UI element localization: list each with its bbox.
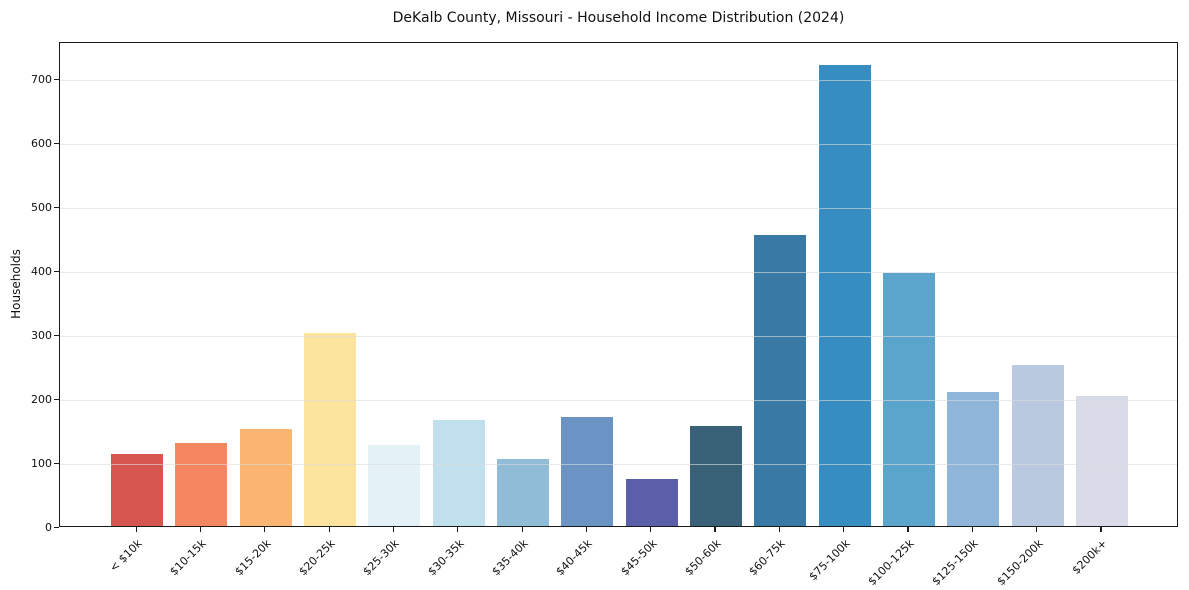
x-tick-mark <box>521 527 523 532</box>
gridline <box>60 399 1177 401</box>
y-tick-mark <box>54 526 59 528</box>
y-tick-mark <box>54 270 59 272</box>
y-tick-label: 400 <box>31 264 52 278</box>
x-tick-mark <box>971 527 973 532</box>
x-tick-label: $100-125k <box>865 536 917 589</box>
y-tick-label: 700 <box>31 72 52 86</box>
gridline <box>60 271 1177 273</box>
x-tick-label: $40-45k <box>553 536 595 579</box>
x-tick-mark <box>714 527 716 532</box>
x-tick-mark <box>585 527 588 532</box>
x-tick-mark <box>264 527 266 532</box>
y-tick-mark <box>54 462 59 464</box>
bar-$125-150k <box>947 391 1000 526</box>
bar-$25-30k <box>368 445 421 526</box>
x-tick-label: $15-20k <box>232 536 274 579</box>
x-tick-label: $45-50k <box>617 536 660 579</box>
bar-$15-20k <box>239 429 292 526</box>
chart-title: DeKalb County, Missouri - Household Inco… <box>392 10 845 26</box>
bar-$50-60k <box>689 426 742 526</box>
y-tick-mark <box>54 334 59 336</box>
bar-$20-25k <box>304 332 357 526</box>
y-tick-mark <box>54 206 59 208</box>
bar-$60-75k <box>754 234 807 526</box>
gridline <box>60 463 1177 465</box>
y-tick-mark <box>54 142 59 144</box>
x-tick-mark <box>650 527 652 532</box>
y-axis-label: Households <box>9 249 23 319</box>
x-tick-label: $125-150k <box>929 536 981 589</box>
gridline <box>60 207 1177 209</box>
x-tick-label: $10-15k <box>167 536 210 579</box>
y-tick-label: 200 <box>31 392 52 406</box>
y-tick-label: 0 <box>45 520 52 534</box>
x-tick-label: < $10k <box>107 536 145 575</box>
x-tick-label: $30-35k <box>425 536 467 579</box>
bar-$200k+ <box>1075 396 1128 526</box>
bar-$35-40k <box>497 459 550 526</box>
x-tick-label: $60-75k <box>746 536 788 579</box>
x-tick-label: $20-25k <box>296 536 338 579</box>
y-tick-label: 600 <box>31 136 52 150</box>
x-tick-mark <box>135 527 137 532</box>
x-tick-mark <box>843 527 845 532</box>
x-tick-mark <box>328 527 330 532</box>
x-tick-mark <box>1036 527 1038 532</box>
x-tick-mark <box>907 527 909 532</box>
x-tick-label: $150-200k <box>993 536 1046 589</box>
x-tick-label: $25-30k <box>360 536 403 579</box>
x-tick-mark <box>199 527 202 532</box>
plot-area <box>59 42 1178 527</box>
x-tick-mark <box>457 527 459 532</box>
y-tick-label: 300 <box>31 328 52 342</box>
bar-$10-15k <box>175 443 228 526</box>
x-tick-label: $50-60k <box>682 536 724 579</box>
gridline <box>60 335 1177 337</box>
y-tick-mark <box>54 398 59 400</box>
bar-$40-45k <box>561 417 614 526</box>
x-tick-mark <box>1100 527 1102 532</box>
x-tick-label: $35-40k <box>489 536 531 579</box>
y-tick-mark <box>54 78 59 80</box>
x-tick-label: $200k+ <box>1069 536 1110 577</box>
x-tick-mark <box>392 527 395 532</box>
bar-$45-50k <box>625 478 678 526</box>
x-tick-label: $75-100k <box>805 536 853 584</box>
bar-$75-100k <box>818 64 871 526</box>
bar-< $10k <box>111 454 164 526</box>
x-tick-mark <box>778 527 780 532</box>
bar-$150-200k <box>1011 364 1064 526</box>
gridline <box>60 143 1177 145</box>
y-tick-label: 500 <box>31 200 52 214</box>
bar-$30-35k <box>432 420 485 526</box>
gridline <box>60 79 1177 81</box>
y-tick-label: 100 <box>31 456 52 470</box>
